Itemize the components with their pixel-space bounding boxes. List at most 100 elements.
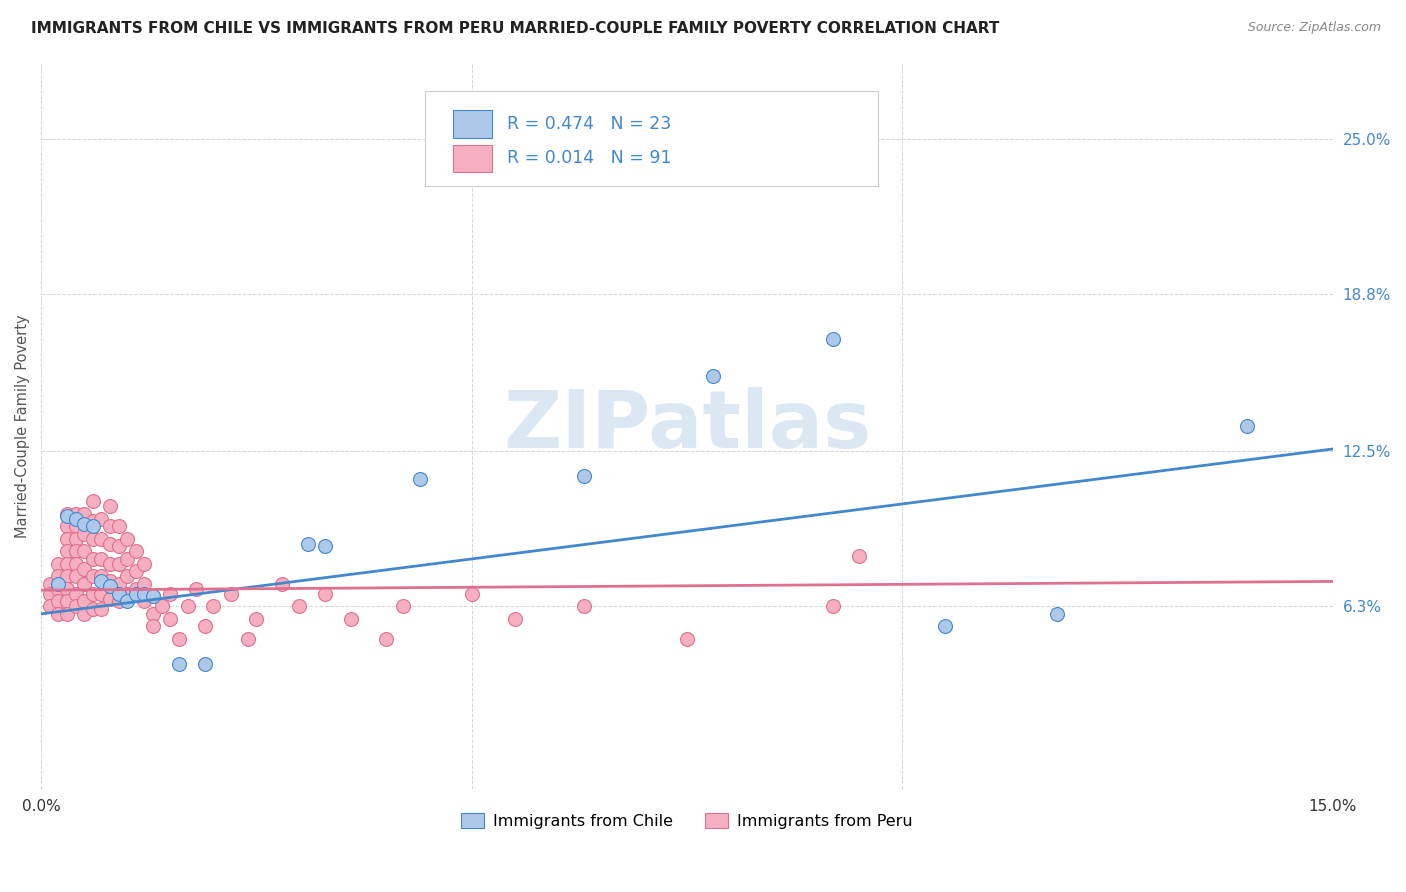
Point xyxy=(98,537,121,551)
Point xyxy=(125,582,148,596)
Point xyxy=(115,552,138,566)
Point xyxy=(98,519,121,533)
Point xyxy=(702,369,724,384)
Point xyxy=(503,612,526,626)
Point xyxy=(115,569,138,583)
Point xyxy=(288,599,311,614)
Point xyxy=(46,582,69,596)
Point xyxy=(38,577,60,591)
Point xyxy=(90,574,112,589)
Point xyxy=(159,612,181,626)
Y-axis label: Married-Couple Family Poverty: Married-Couple Family Poverty xyxy=(15,315,30,538)
Point xyxy=(134,587,156,601)
Point xyxy=(46,607,69,621)
Point xyxy=(82,602,104,616)
Point xyxy=(56,544,79,558)
Point xyxy=(125,544,148,558)
FancyBboxPatch shape xyxy=(425,91,879,186)
Point xyxy=(38,587,60,601)
Point xyxy=(823,599,845,614)
Point xyxy=(184,582,207,596)
Point xyxy=(107,519,129,533)
Point xyxy=(46,557,69,571)
Point xyxy=(115,587,138,601)
Point xyxy=(297,537,319,551)
FancyBboxPatch shape xyxy=(453,111,492,138)
Point xyxy=(56,557,79,571)
Point xyxy=(65,569,87,583)
Point xyxy=(46,594,69,608)
Point xyxy=(391,599,413,614)
Point xyxy=(125,565,148,579)
Point xyxy=(65,544,87,558)
Point xyxy=(65,557,87,571)
Point xyxy=(98,591,121,606)
Point xyxy=(46,569,69,583)
Point xyxy=(98,557,121,571)
Point xyxy=(848,549,870,564)
Point xyxy=(98,500,121,514)
Point xyxy=(167,632,190,646)
Point xyxy=(107,587,129,601)
Point xyxy=(90,569,112,583)
Point xyxy=(90,532,112,546)
Point xyxy=(90,587,112,601)
Point xyxy=(73,516,96,531)
Point xyxy=(82,519,104,533)
Point xyxy=(82,494,104,508)
Point xyxy=(65,519,87,533)
Point xyxy=(194,619,217,633)
Point xyxy=(142,607,165,621)
Point xyxy=(676,632,699,646)
Point xyxy=(236,632,259,646)
Point xyxy=(73,607,96,621)
Point xyxy=(56,594,79,608)
Point xyxy=(38,599,60,614)
Point xyxy=(90,512,112,526)
Point xyxy=(73,577,96,591)
Point xyxy=(73,527,96,541)
Point xyxy=(46,577,69,591)
Point xyxy=(142,590,165,604)
Point xyxy=(65,512,87,526)
Point xyxy=(314,540,336,554)
Point xyxy=(314,587,336,601)
Legend: Immigrants from Chile, Immigrants from Peru: Immigrants from Chile, Immigrants from P… xyxy=(456,807,920,835)
Text: ZIPatlas: ZIPatlas xyxy=(503,387,872,466)
Point xyxy=(73,562,96,576)
Point xyxy=(125,587,148,601)
Point xyxy=(82,569,104,583)
Point xyxy=(159,587,181,601)
Point xyxy=(56,607,79,621)
Point xyxy=(73,507,96,521)
Point xyxy=(82,552,104,566)
Point xyxy=(167,657,190,671)
Point xyxy=(107,577,129,591)
Point xyxy=(90,552,112,566)
Point xyxy=(219,587,242,601)
Point xyxy=(134,594,156,608)
Point xyxy=(340,612,363,626)
Point xyxy=(65,587,87,601)
Point xyxy=(56,509,79,524)
Point xyxy=(202,599,225,614)
Text: R = 0.474   N = 23: R = 0.474 N = 23 xyxy=(508,115,672,133)
FancyBboxPatch shape xyxy=(453,145,492,172)
Text: IMMIGRANTS FROM CHILE VS IMMIGRANTS FROM PERU MARRIED-COUPLE FAMILY POVERTY CORR: IMMIGRANTS FROM CHILE VS IMMIGRANTS FROM… xyxy=(31,21,1000,37)
Text: Source: ZipAtlas.com: Source: ZipAtlas.com xyxy=(1247,21,1381,35)
Point xyxy=(934,619,956,633)
Point xyxy=(82,532,104,546)
Point xyxy=(374,632,396,646)
Point xyxy=(65,599,87,614)
Point xyxy=(56,582,79,596)
Text: R = 0.014   N = 91: R = 0.014 N = 91 xyxy=(508,149,672,168)
Point xyxy=(73,544,96,558)
Point xyxy=(142,619,165,633)
Point xyxy=(56,569,79,583)
Point xyxy=(176,599,198,614)
Point xyxy=(98,579,121,593)
Point xyxy=(56,532,79,546)
Point xyxy=(134,577,156,591)
Point xyxy=(823,332,845,346)
Point xyxy=(73,594,96,608)
